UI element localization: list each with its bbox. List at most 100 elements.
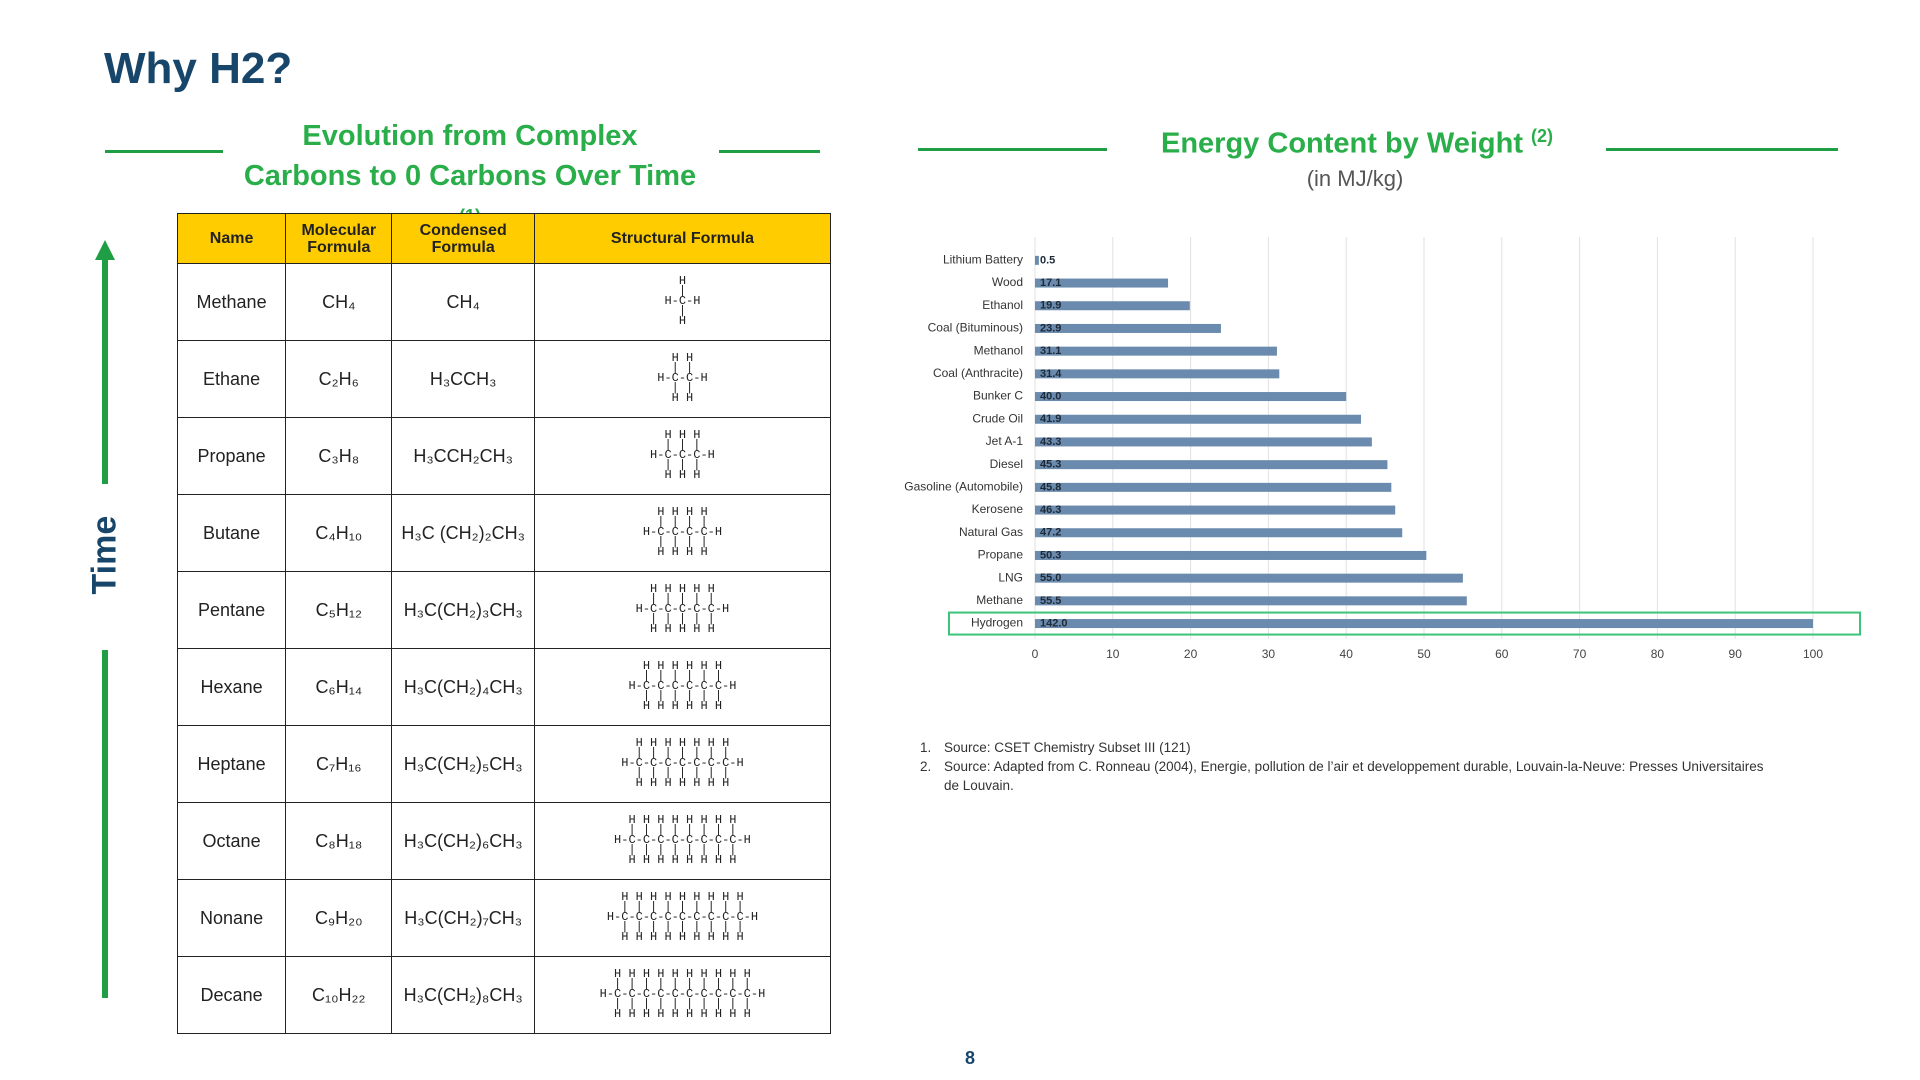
x-tick-label: 80 — [1651, 647, 1665, 661]
structural-cell: H H H H H H H H | | | | | | | | H-C-C-C-C… — [533, 802, 832, 880]
category-label: Kerosene — [972, 502, 1024, 516]
category-label: Methane — [976, 593, 1023, 607]
structural-formula: H H H H H H H | | | | | | | H-C-C-C-C-C-C… — [621, 735, 743, 789]
time-label: Time — [85, 515, 124, 595]
arrow-shaft — [102, 258, 108, 484]
structural-cell: H H | | H-C-C-H | | H H — [533, 340, 832, 418]
table-row: Decane C₁₀H₂₂ H₃C(CH₂)₈CH₃ H H H H H H H H… — [176, 956, 832, 1034]
table-row: Butane C₄H₁₀ H₃C (CH₂)₂CH₃ H H H H | | | |… — [176, 494, 832, 572]
table-cell: Hexane — [176, 648, 287, 726]
x-tick-label: 100 — [1803, 647, 1823, 661]
footnotes: 1. Source: CSET Chemistry Subset III (121… — [920, 738, 1780, 795]
table-row: Hexane C₆H₁₄ H₃C(CH₂)₄CH₃ H H H H H H | | … — [176, 648, 832, 726]
structural-formula: H H H | | | H-C-C-C-H | | | H H H — [650, 429, 715, 481]
value-label: 142.0 — [1040, 617, 1068, 629]
category-label: LNG — [998, 570, 1023, 584]
bar — [1035, 573, 1463, 583]
formula-line: | | | | | | | | | — [606, 899, 744, 914]
chart-title-note: (2) — [1531, 126, 1554, 146]
formula-line: | | | | | | — [628, 688, 723, 703]
table-row: Pentane C₅H₁₂ H₃C(CH₂)₃CH₃ H H H H H | | |… — [176, 571, 832, 649]
structural-formula: H H H H H H H H | | | | | | | | H-C-C-C-C… — [614, 814, 751, 867]
x-tick-label: 0 — [1032, 647, 1039, 661]
bar — [1035, 301, 1190, 311]
formula-line: | | | | | | | | | | — [599, 996, 751, 1011]
table-cell: H₃CCH₂CH₃ — [391, 417, 535, 495]
time-arrow — [95, 240, 115, 998]
category-label: Crude Oil — [972, 411, 1023, 425]
heading-text: Evolution from Complex Carbons to 0 Carb… — [243, 120, 697, 192]
divider — [719, 150, 820, 153]
structural-cell: H H H H H H H | | | | | | | H-C-C-C-C-C-C… — [533, 725, 832, 803]
structural-cell: H H H H H H H H H | | | | | | | | | H-C-C… — [533, 879, 832, 957]
formula-line: | | | | | | | | — [614, 842, 737, 857]
table-cell: Heptane — [176, 725, 287, 803]
x-tick-label: 70 — [1573, 647, 1587, 661]
footnote: 1. Source: CSET Chemistry Subset III (121… — [920, 738, 1780, 757]
formula-line: H H H H H H H H — [614, 852, 737, 867]
formula-line: H H H H H H H — [621, 735, 730, 750]
header-cell: Condensed Formula — [391, 213, 535, 264]
value-label: 50.3 — [1040, 549, 1061, 561]
arrow-shaft — [102, 650, 108, 998]
x-tick-label: 30 — [1262, 647, 1276, 661]
arrow-head — [95, 240, 115, 260]
formula-line: H — [664, 313, 687, 328]
highlight-box — [948, 611, 1861, 636]
divider — [105, 150, 223, 153]
formula-line: H H H H — [642, 544, 708, 559]
value-label: 41.9 — [1040, 413, 1061, 425]
value-label: 19.9 — [1040, 300, 1061, 312]
formula-line: | | | | — [642, 514, 708, 529]
x-tick-label: 90 — [1729, 647, 1743, 661]
table-cell: H₃C(CH₂)₆CH₃ — [391, 802, 535, 880]
carbon-table: Name Molecular Formula Condensed Formula St… — [176, 213, 832, 1034]
table-row: Methane CH₄ CH₄ H | H-C-H | H — [176, 263, 832, 341]
table-cell: Propane — [176, 417, 287, 495]
formula-line: H-C-C-C-C-C-C-H — [628, 678, 737, 693]
bar — [1035, 323, 1221, 333]
category-label: Ethanol — [982, 298, 1023, 312]
bar — [1035, 619, 1813, 629]
bar — [1035, 414, 1361, 424]
category-label: Lithium Battery — [943, 253, 1023, 267]
header-row: Name Molecular Formula Condensed Formula St… — [176, 213, 832, 264]
value-label: 40.0 — [1040, 390, 1061, 402]
bar — [1035, 369, 1280, 379]
table-cell: C₇H₁₆ — [285, 725, 393, 803]
value-label: 55.0 — [1040, 572, 1061, 584]
footnote-text: Source: Adapted from C. Ronneau (2004), … — [944, 759, 1764, 793]
formula-line: H H — [657, 390, 694, 405]
bar — [1035, 550, 1427, 560]
x-tick-label: 20 — [1184, 647, 1198, 661]
category-label: Coal (Anthracite) — [933, 366, 1023, 380]
table-cell: H₃C(CH₂)₈CH₃ — [391, 956, 535, 1034]
category-label: Natural Gas — [959, 525, 1023, 539]
page-number: 8 — [964, 1048, 975, 1068]
formula-line: | | | | | — [635, 611, 715, 626]
structural-formula: H H | | H-C-C-H | | H H — [657, 352, 707, 405]
chart-title: Energy Content by Weight — [1161, 127, 1523, 160]
formula-line: H H H H H H H H H H — [599, 1006, 751, 1021]
value-label: 31.1 — [1040, 345, 1061, 357]
bar — [1035, 460, 1388, 470]
category-label: Wood — [992, 275, 1023, 289]
structural-formula: H H H H | | | | H-C-C-C-C-H | | | | H H H… — [642, 506, 723, 559]
table-cell: Decane — [176, 956, 287, 1034]
table-cell: C₃H₈ — [285, 417, 393, 495]
table-cell: H₃C (CH₂)₂CH₃ — [391, 494, 535, 572]
formula-line: H-C-C-C-C-H — [642, 524, 723, 539]
value-label: 55.5 — [1040, 595, 1061, 607]
chart: 0 10 20 30 40 50 60 70 80 90 100 Lithium Battery 0.5… — [904, 237, 1861, 661]
value-label: 45.3 — [1040, 459, 1061, 471]
formula-line: H-C-C-C-C-C-C-C-C-C-C-H — [599, 986, 766, 1001]
structural-formula: H | H-C-H | H — [664, 275, 701, 328]
formula-line: H-C-H — [664, 293, 701, 308]
structural-formula: H H H H H H H H H H | | | | | | | | | | H… — [599, 968, 766, 1021]
category-label: Methanol — [974, 343, 1023, 357]
value-label: 17.1 — [1040, 277, 1061, 289]
category-label: Jet A-1 — [986, 434, 1024, 448]
table-row: Nonane C₉H₂₀ H₃C(CH₂)₇CH₃ H H H H H H H H … — [176, 879, 832, 957]
table-cell: Octane — [176, 802, 287, 880]
bar — [1035, 392, 1347, 402]
